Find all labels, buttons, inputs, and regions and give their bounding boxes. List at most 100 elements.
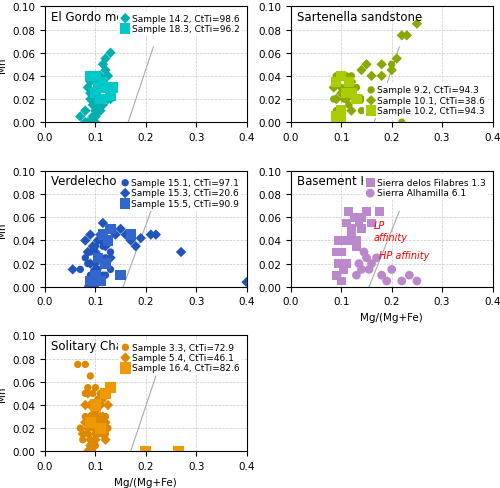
Text: HP affinity: HP affinity <box>379 251 430 261</box>
Sample 18.3, CtTi=96.2 <box>102 84 110 92</box>
Sample 10.1, CtTi=38.6 <box>348 79 356 86</box>
Sample 10.1, CtTi=38.6 <box>413 21 421 29</box>
Sample 10.1, CtTi=38.6 <box>338 107 345 115</box>
Sample 14.2, CtTi=98.6 <box>106 50 114 58</box>
Sierra delos Filabres 1.3 <box>350 214 358 222</box>
Sample 15.5, CtTi=90.9 <box>99 231 107 239</box>
Sample 15.1, CtTi=97.1 <box>102 237 110 245</box>
Sample 5.4, CtTi=46.1 <box>102 419 110 427</box>
Sample 14.2, CtTi=98.6 <box>96 107 104 115</box>
Sample 9.2, CtTi=94.3 <box>398 119 406 127</box>
Sample 15.1, CtTi=97.1 <box>96 278 104 285</box>
Sample 14.2, CtTi=98.6 <box>86 119 94 127</box>
Sierra delos Filabres 1.3 <box>352 243 360 251</box>
Sample 14.2, CtTi=98.6 <box>86 90 94 98</box>
Sierra delos Filabres 1.3 <box>345 237 353 245</box>
Sample 14.2, CtTi=98.6 <box>92 107 100 115</box>
Sample 15.5, CtTi=90.9 <box>92 272 100 280</box>
Sample 3.3, CtTi=72.9 <box>94 395 102 403</box>
Sample 5.4, CtTi=46.1 <box>104 401 112 409</box>
Sample 14.2, CtTi=98.6 <box>84 84 92 92</box>
Sample 10.1, CtTi=38.6 <box>362 61 370 69</box>
Sample 14.2, CtTi=98.6 <box>96 96 104 104</box>
Text: Verdelecho Formation: Verdelecho Formation <box>51 175 180 188</box>
Sample 10.2, CtTi=94.3 <box>338 73 345 81</box>
Sample 15.3, CtTi=20.6 <box>147 231 155 239</box>
Sample 10.1, CtTi=38.6 <box>352 96 360 104</box>
Sample 18.3, CtTi=96.2 <box>92 73 100 81</box>
Sample 3.3, CtTi=72.9 <box>84 447 92 455</box>
Sample 14.2, CtTi=98.6 <box>99 61 107 69</box>
Sample 14.2, CtTi=98.6 <box>86 96 94 104</box>
Sierra Alhamilla 6.1 <box>355 260 363 268</box>
Sample 15.1, CtTi=97.1 <box>102 272 110 280</box>
Sample 15.5, CtTi=90.9 <box>116 272 124 280</box>
Legend: Sample 9.2, CtTi=94.3, Sample 10.1, CtTi=38.6, Sample 10.2, CtTi=94.3: Sample 9.2, CtTi=94.3, Sample 10.1, CtTi… <box>364 83 488 119</box>
Sierra Alhamilla 6.1 <box>388 266 396 274</box>
Sample 14.2, CtTi=98.6 <box>82 107 90 115</box>
Text: Sartenella sandstone: Sartenella sandstone <box>297 11 422 24</box>
Sample 14.2, CtTi=98.6 <box>92 102 100 109</box>
Sample 5.4, CtTi=46.1 <box>99 430 107 438</box>
Sample 14.2, CtTi=98.6 <box>92 79 100 86</box>
Sample 14.2, CtTi=98.6 <box>92 113 100 121</box>
Sample 18.3, CtTi=96.2 <box>106 92 114 100</box>
Sample 14.2, CtTi=98.6 <box>94 84 102 92</box>
Sample 16.4, CtTi=82.6 <box>174 447 182 455</box>
Sample 14.2, CtTi=98.6 <box>76 113 84 121</box>
Sample 18.3, CtTi=96.2 <box>109 84 117 92</box>
Sample 3.3, CtTi=72.9 <box>99 395 107 403</box>
Sample 18.3, CtTi=96.2 <box>86 73 94 81</box>
Sample 15.3, CtTi=20.6 <box>136 235 144 243</box>
Sample 14.2, CtTi=98.6 <box>102 56 110 63</box>
Sample 9.2, CtTi=94.3 <box>340 96 348 104</box>
Sierra Alhamilla 6.1 <box>365 266 373 274</box>
Text: LP
affinity: LP affinity <box>374 221 408 243</box>
Sample 9.2, CtTi=94.3 <box>342 84 350 92</box>
Sample 10.1, CtTi=38.6 <box>340 73 348 81</box>
Sample 9.2, CtTi=94.3 <box>332 107 340 115</box>
Sample 15.1, CtTi=97.1 <box>92 278 100 285</box>
Sierra delos Filabres 1.3 <box>342 260 350 268</box>
Sample 15.3, CtTi=20.6 <box>99 220 107 227</box>
Sample 14.2, CtTi=98.6 <box>86 73 94 81</box>
Sierra delos Filabres 1.3 <box>340 266 348 274</box>
Text: Basement Highs: Basement Highs <box>297 175 394 188</box>
Sample 15.3, CtTi=20.6 <box>94 237 102 245</box>
Sierra Alhamilla 6.1 <box>368 260 376 268</box>
Sample 15.1, CtTi=97.1 <box>89 283 97 291</box>
Sample 15.3, CtTi=20.6 <box>106 254 114 262</box>
Sierra delos Filabres 1.3 <box>338 248 345 256</box>
Sierra Alhamilla 6.1 <box>406 272 413 280</box>
Sample 18.3, CtTi=96.2 <box>92 90 100 98</box>
Sample 5.4, CtTi=46.1 <box>82 401 90 409</box>
Sample 3.3, CtTi=72.9 <box>102 430 110 438</box>
Sample 3.3, CtTi=72.9 <box>92 442 100 449</box>
Sample 15.3, CtTi=20.6 <box>126 237 134 245</box>
X-axis label: Mg/(Mg+Fe): Mg/(Mg+Fe) <box>360 312 423 323</box>
Sierra delos Filabres 1.3 <box>335 237 343 245</box>
Sample 15.3, CtTi=20.6 <box>152 231 160 239</box>
Sample 15.1, CtTi=97.1 <box>96 254 104 262</box>
Sample 5.4, CtTi=46.1 <box>86 442 94 449</box>
Sierra delos Filabres 1.3 <box>358 225 366 233</box>
Sample 15.1, CtTi=97.1 <box>86 248 94 256</box>
Sample 14.2, CtTi=98.6 <box>82 119 90 127</box>
Sample 15.3, CtTi=20.6 <box>89 243 97 251</box>
Sample 3.3, CtTi=72.9 <box>86 372 94 380</box>
Sample 10.2, CtTi=94.3 <box>345 79 353 86</box>
Sample 16.4, CtTi=82.6 <box>92 401 100 409</box>
Sample 14.2, CtTi=98.6 <box>89 102 97 109</box>
Sample 15.1, CtTi=97.1 <box>76 266 84 274</box>
Sample 3.3, CtTi=72.9 <box>86 447 94 455</box>
Sample 5.4, CtTi=46.1 <box>92 407 100 415</box>
Sierra Alhamilla 6.1 <box>398 278 406 285</box>
Sample 16.4, CtTi=82.6 <box>86 419 94 427</box>
Sample 14.2, CtTi=98.6 <box>86 119 94 127</box>
Sample 10.1, CtTi=38.6 <box>378 73 386 81</box>
Sample 5.4, CtTi=46.1 <box>84 447 92 455</box>
Sample 10.2, CtTi=94.3 <box>332 113 340 121</box>
Legend: Sierra delos Filabres 1.3, Sierra Alhamilla 6.1: Sierra delos Filabres 1.3, Sierra Alhami… <box>363 176 488 201</box>
Sample 15.3, CtTi=20.6 <box>132 243 140 251</box>
Text: Solitary Channel: Solitary Channel <box>51 339 148 352</box>
